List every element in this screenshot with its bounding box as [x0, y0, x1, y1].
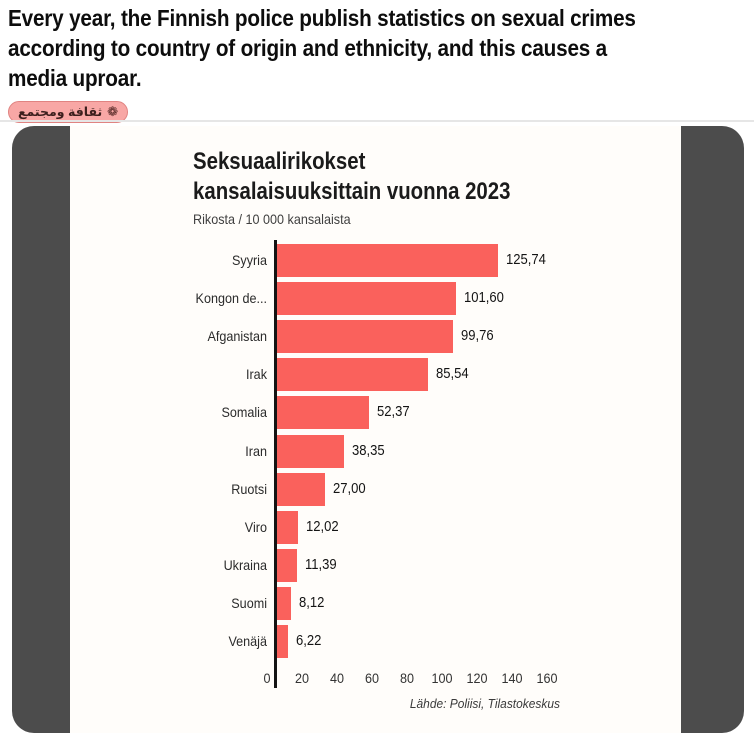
value-label: 38,35: [352, 442, 386, 459]
x-tick-label: 40: [329, 670, 345, 686]
bar-row: Irak 85,54: [70, 358, 681, 392]
value-label: 85,54: [435, 366, 469, 383]
value-label: 125,74: [506, 252, 547, 268]
bar: [277, 548, 298, 582]
x-tick-label: 0: [263, 670, 271, 686]
bar: [277, 586, 292, 620]
bar-row: Ukraina 11,39: [70, 548, 681, 582]
bar-row: Somalia 52,37: [70, 396, 681, 430]
bar: [277, 244, 499, 277]
value-label: 99,76: [460, 328, 494, 345]
x-axis-ticks: 0 20 40 60 80 100 120 140 160: [70, 668, 681, 688]
bar: [277, 510, 299, 544]
value-label: 52,37: [377, 404, 410, 421]
category-label: Ukraina: [223, 556, 267, 573]
post-image-frame[interactable]: Seksuaalirikokset kansalaisuuksittain vu…: [12, 126, 744, 733]
bar: [277, 320, 453, 354]
rosette-icon: ❁: [107, 104, 119, 119]
category-label: Somalia: [221, 404, 267, 421]
category-label: Viro: [244, 518, 267, 535]
x-tick-label: 120: [466, 670, 488, 686]
category-tag[interactable]: ثقافة ومجتمع ❁: [8, 101, 129, 123]
category-label: Ruotsi: [231, 480, 267, 497]
value-label: 8,12: [299, 594, 325, 611]
bar: [277, 625, 288, 658]
category-label: Irak: [245, 366, 267, 383]
x-tick-label: 160: [536, 670, 558, 686]
bar-row: Venäjä 6,22: [70, 625, 681, 658]
bar: [277, 472, 325, 506]
value-label: 12,02: [306, 518, 339, 535]
bar-row: Viro 12,02: [70, 510, 681, 544]
category-tag-label: ثقافة ومجتمع: [18, 105, 103, 119]
divider-line: [0, 120, 754, 122]
chart-title-line2: kansalaisuuksittain vuonna 2023: [193, 178, 511, 205]
bar-row: Suomi 8,12: [70, 586, 681, 620]
bar-row: Syyria 125,74: [70, 244, 681, 277]
value-label: 6,22: [295, 633, 322, 649]
chart-subtitle: Rikosta / 10 000 kansalaista: [193, 211, 351, 227]
category-label: Venäjä: [228, 633, 267, 649]
bar-row: Afganistan 99,76: [70, 320, 681, 354]
x-tick-label: 140: [501, 670, 523, 686]
value-label: 11,39: [305, 556, 337, 573]
category-label: Iran: [245, 442, 267, 459]
category-label: Afganistan: [207, 328, 267, 345]
post-headline: Every year, the Finnish police publish s…: [8, 5, 636, 91]
bar: [277, 396, 370, 430]
category-label: Kongon de...: [195, 290, 267, 307]
bar-chart-plot: Syyria 125,74 Kongon de... 101,60 Afganistan…: [70, 126, 681, 733]
bar: [277, 358, 428, 392]
chart-title: Seksuaalirikokset kansalaisuuksittain vu…: [193, 147, 510, 207]
chart-card: Seksuaalirikokset kansalaisuuksittain vu…: [70, 126, 681, 733]
value-label: 101,60: [463, 290, 504, 307]
y-axis-line: [274, 240, 277, 688]
chart-title-line1: Seksuaalirikokset: [193, 148, 366, 175]
bar-row: Iran 38,35: [70, 434, 681, 468]
bar-row: Kongon de... 101,60: [70, 282, 681, 316]
x-tick-label: 60: [364, 670, 380, 686]
category-label: Syyria: [231, 252, 267, 268]
x-tick-label: 100: [431, 670, 453, 686]
chart-source: Lähde: Poliisi, Tilastokeskus: [409, 696, 560, 711]
bar: [277, 434, 345, 468]
category-label: Suomi: [231, 594, 267, 611]
bar: [277, 282, 456, 316]
bar-row: Ruotsi 27,00: [70, 472, 681, 506]
x-tick-label: 20: [294, 670, 310, 686]
value-label: 27,00: [332, 480, 366, 497]
x-tick-label: 80: [399, 670, 415, 686]
